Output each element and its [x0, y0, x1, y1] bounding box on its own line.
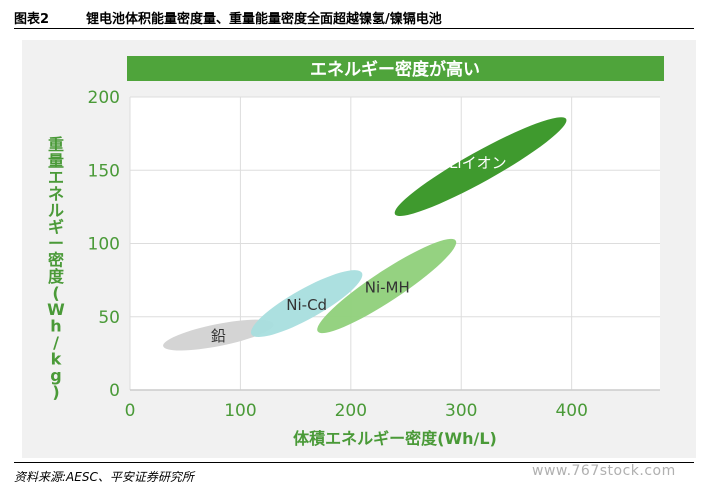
x-tick-label: 100 — [224, 401, 256, 421]
y-tick-label: 200 — [88, 88, 120, 108]
region-label-ni-cd: Ni-Cd — [286, 296, 327, 314]
figure-header: 图表2 锂电池体积能量密度量、重量能量密度全面超越镍氢/镍镉电池 — [14, 6, 694, 29]
figure-footer: 资料来源:AESC、平安证券研究所 — [14, 462, 694, 484]
region-li-ion — [394, 117, 567, 216]
chart-title: エネルギー密度が高い — [310, 59, 480, 80]
y-tick-label: 50 — [98, 308, 120, 328]
regions: 鉛 Ni-Cd Ni-MH Liイオン — [163, 117, 567, 351]
region-ni-mh — [317, 238, 457, 334]
y-tick-label: 0 — [109, 381, 120, 401]
grid — [129, 96, 660, 391]
chart-title-banner — [127, 56, 664, 81]
figure-number: 图表2 — [14, 12, 50, 27]
x-tick-label: 0 — [125, 401, 136, 421]
region-lead — [163, 319, 274, 351]
region-label-ni-mh: Ni-MH — [365, 278, 410, 296]
region-label-li-ion: Liイオン — [449, 154, 507, 172]
x-tick-label: 400 — [555, 401, 587, 421]
figure-title: 锂电池体积能量密度量、重量能量密度全面超越镍氢/镍镉电池 — [86, 12, 442, 27]
watermark: www.767stock.com — [532, 463, 676, 479]
tick-labels: 0 100 200 300 400 0 50 100 150 200 — [88, 88, 588, 421]
x-tick-label: 200 — [335, 401, 367, 421]
y-tick-label: 150 — [88, 161, 120, 181]
source-note: 资料来源:AESC、平安证券研究所 — [14, 470, 194, 484]
x-tick-label: 300 — [445, 401, 477, 421]
x-axis-label: 体積エネルギー密度(Wh/L) — [293, 429, 497, 448]
region-label-lead: 鉛 — [211, 327, 226, 345]
y-tick-label: 100 — [88, 235, 120, 255]
region-ni-cd — [250, 270, 363, 338]
